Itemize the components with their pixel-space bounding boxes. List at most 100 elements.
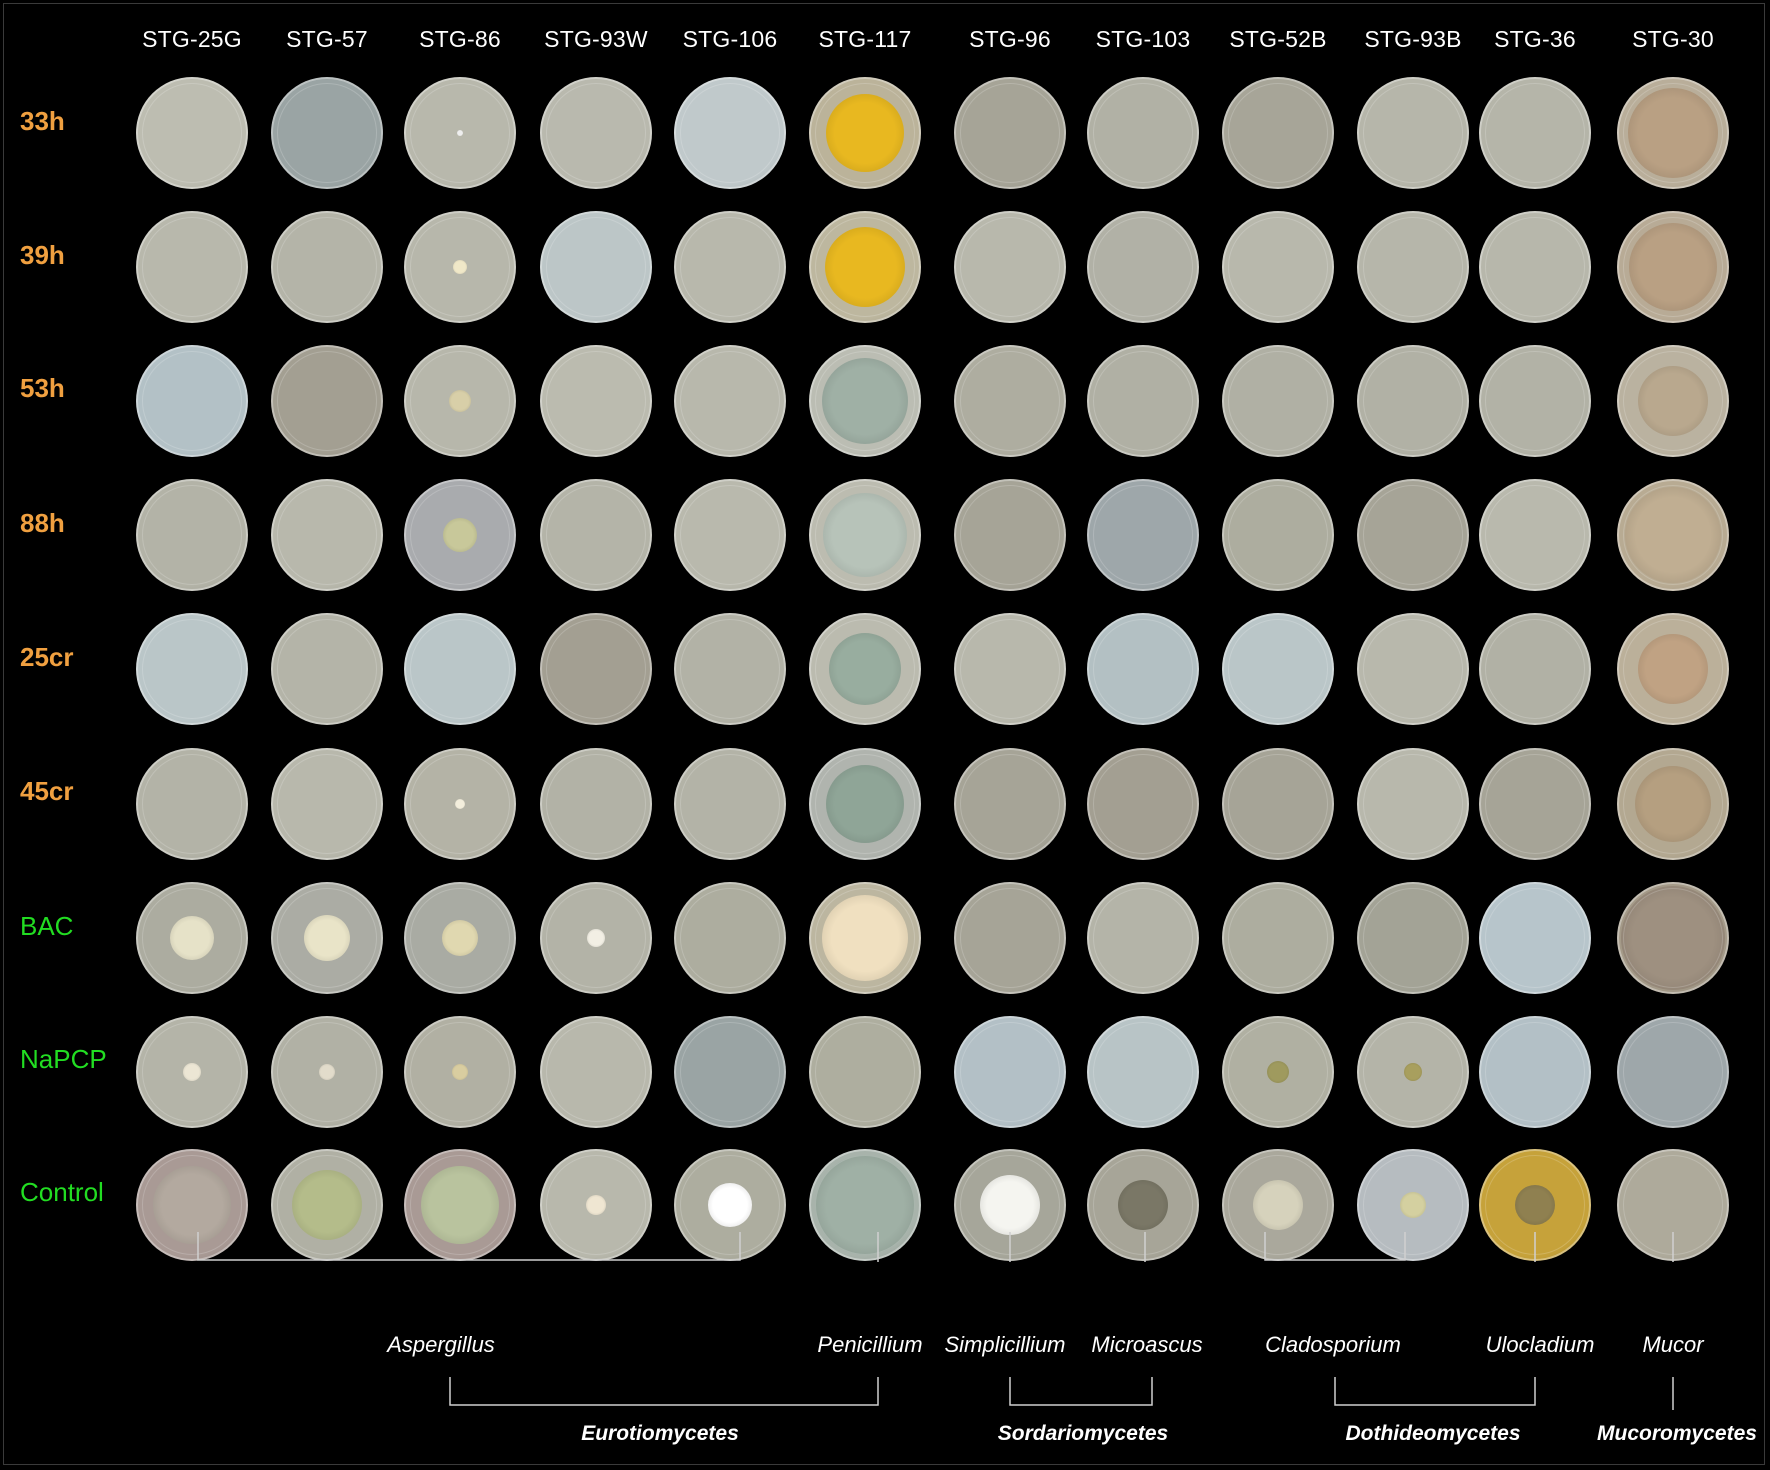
petri-plate — [1357, 613, 1469, 725]
petri-plate — [404, 613, 516, 725]
treatment-label: Control — [20, 1177, 104, 1207]
petri-plate — [1222, 882, 1334, 994]
aspergillus-bracket — [197, 1232, 741, 1261]
class-dothideomycetes: Dothideomycetes — [1345, 1422, 1521, 1445]
petri-plate — [271, 211, 383, 323]
petri-plate — [271, 1016, 383, 1128]
petri-plate — [540, 613, 652, 725]
petri-plate — [954, 613, 1066, 725]
strain-label: STG-103 — [1095, 26, 1191, 52]
petri-plate — [136, 479, 248, 591]
petri-plate — [674, 1016, 786, 1128]
treatment-label: 39h — [20, 240, 65, 270]
petri-plate — [1222, 1149, 1334, 1261]
petri-plate — [1222, 613, 1334, 725]
strain-label: STG-86 — [419, 26, 501, 52]
strain-label: STG-30 — [1632, 26, 1714, 52]
petri-plate — [674, 882, 786, 994]
strain-label: STG-117 — [818, 26, 912, 52]
petri-plate — [1479, 479, 1591, 591]
petri-plate — [404, 748, 516, 860]
petri-plate — [809, 1149, 921, 1261]
dothideomycetes-bracket — [1334, 1377, 1536, 1406]
petri-plate — [271, 479, 383, 591]
petri-plate — [809, 882, 921, 994]
petri-plate — [136, 882, 248, 994]
petri-plate — [809, 1016, 921, 1128]
cladosporium-bracket — [1264, 1232, 1406, 1261]
genus-aspergillus: Aspergillus — [387, 1332, 495, 1357]
petri-plate — [1357, 345, 1469, 457]
petri-plate — [136, 77, 248, 189]
petri-plate — [1087, 479, 1199, 591]
treatment-label: 33h — [20, 106, 65, 136]
petri-plate — [674, 345, 786, 457]
petri-plate — [271, 77, 383, 189]
class-eurotiomycetes: Eurotiomycetes — [581, 1422, 739, 1445]
petri-plate — [1222, 1016, 1334, 1128]
petri-plate — [1222, 345, 1334, 457]
petri-plate — [1357, 882, 1469, 994]
petri-plate — [809, 613, 921, 725]
petri-plate — [954, 1016, 1066, 1128]
petri-plate — [136, 211, 248, 323]
petri-plate — [1479, 1016, 1591, 1128]
petri-plate — [674, 211, 786, 323]
genus-cladosporium: Cladosporium — [1265, 1332, 1401, 1357]
class-mucoromycetes: Mucoromycetes — [1597, 1422, 1757, 1445]
petri-plate — [404, 345, 516, 457]
treatment-label: 45cr — [20, 776, 74, 806]
petri-plate — [809, 748, 921, 860]
petri-plate — [540, 211, 652, 323]
petri-plate — [271, 882, 383, 994]
petri-plate — [1617, 479, 1729, 591]
petri-plate — [540, 479, 652, 591]
petri-plate — [954, 345, 1066, 457]
petri-plate — [1357, 479, 1469, 591]
petri-plate — [136, 613, 248, 725]
genus-mucor: Mucor — [1642, 1332, 1704, 1357]
petri-plate — [1357, 211, 1469, 323]
petri-plate — [1087, 345, 1199, 457]
strain-label: STG-93W — [544, 26, 648, 52]
petri-plate — [1087, 211, 1199, 323]
petri-plate — [1479, 345, 1591, 457]
petri-plate — [136, 1149, 248, 1261]
petri-plate — [1087, 77, 1199, 189]
petri-plate — [809, 345, 921, 457]
genus-simplicillium: Simplicillium — [944, 1332, 1066, 1357]
petri-plate — [954, 748, 1066, 860]
petri-plate — [1617, 613, 1729, 725]
petri-plate — [1357, 1016, 1469, 1128]
petri-plate — [809, 211, 921, 323]
petri-plate — [1087, 1149, 1199, 1261]
petri-plate — [136, 748, 248, 860]
petri-plate — [404, 1149, 516, 1261]
strain-label: STG-93B — [1364, 26, 1462, 52]
treatment-label: 88h — [20, 508, 65, 538]
petri-plate — [1087, 882, 1199, 994]
petri-plate — [674, 1149, 786, 1261]
petri-plate — [136, 1016, 248, 1128]
petri-plate — [954, 882, 1066, 994]
petri-plate — [1479, 77, 1591, 189]
genus-microascus: Microascus — [1091, 1332, 1203, 1357]
petri-plate — [674, 613, 786, 725]
petri-plate — [1222, 77, 1334, 189]
treatment-label: BAC — [20, 911, 74, 941]
petri-plate — [1087, 613, 1199, 725]
petri-plate — [1479, 748, 1591, 860]
petri-plate — [954, 479, 1066, 591]
petri-plate — [809, 479, 921, 591]
petri-plate — [271, 613, 383, 725]
strain-label: STG-52B — [1229, 26, 1327, 52]
petri-plate — [1479, 211, 1591, 323]
petri-plate — [404, 479, 516, 591]
sordariomycetes-bracket — [1009, 1377, 1153, 1406]
petri-plate — [809, 77, 921, 189]
genus-ulocladium: Ulocladium — [1485, 1332, 1595, 1357]
petri-plate — [1357, 1149, 1469, 1261]
petri-plate — [674, 77, 786, 189]
petri-plate — [1479, 613, 1591, 725]
petri-plate — [540, 882, 652, 994]
